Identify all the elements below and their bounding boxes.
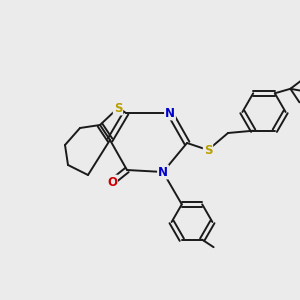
Text: N: N xyxy=(165,106,175,119)
Text: O: O xyxy=(107,176,117,188)
Text: S: S xyxy=(114,101,122,115)
Text: S: S xyxy=(204,143,212,157)
Text: N: N xyxy=(158,166,168,178)
